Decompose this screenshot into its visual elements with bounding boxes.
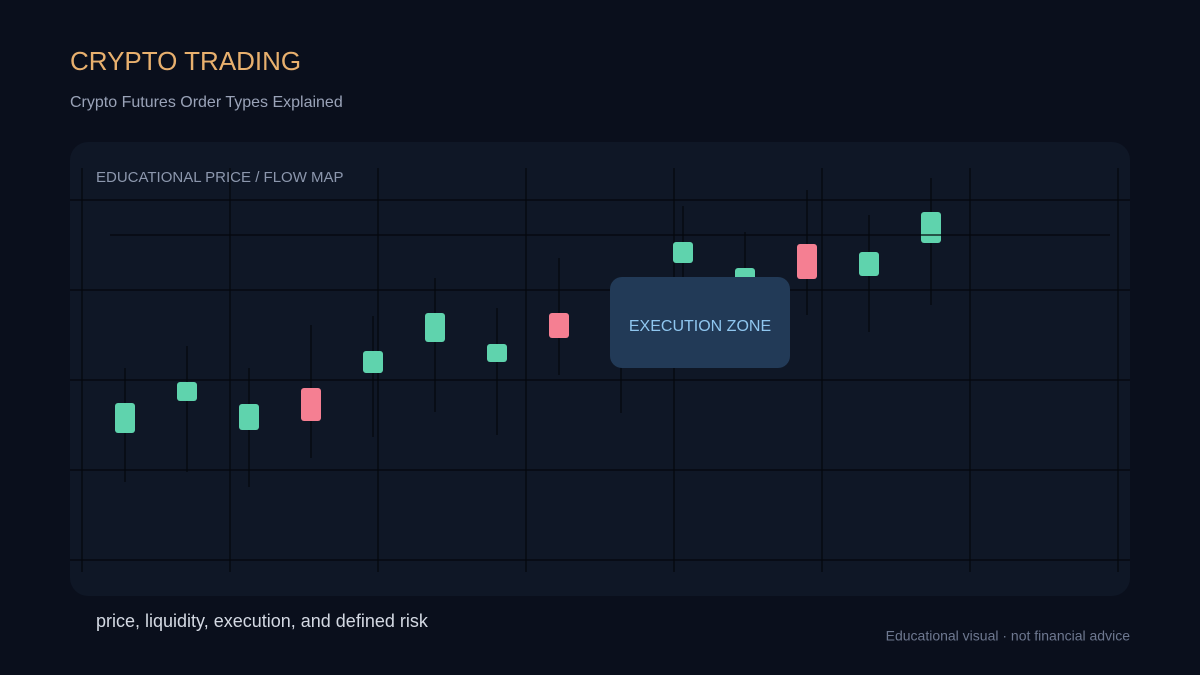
disclaimer: Educational visual · not financial advic… [886,628,1131,644]
title: CRYPTO TRADING [70,46,301,76]
caption: price, liquidity, execution, and defined… [96,611,429,631]
execution-zone [610,277,790,368]
subtitle: Crypto Futures Order Types Explained [70,94,343,111]
zone-label: EXECUTION ZONE [629,318,771,335]
panel [70,142,1130,596]
grid [70,168,1130,572]
panel-label: EDUCATIONAL PRICE / FLOW MAP [96,169,344,186]
